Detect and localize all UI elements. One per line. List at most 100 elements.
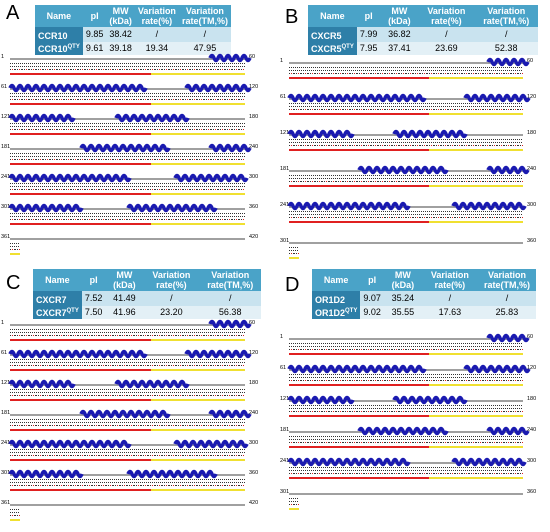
variation-bar — [10, 519, 20, 521]
col-header: Name — [312, 269, 361, 291]
sequence-text — [289, 498, 299, 499]
sequence-track — [289, 62, 523, 64]
row-start-number: 181 — [280, 166, 290, 172]
row-end-number: 120 — [527, 365, 537, 371]
row-end-number: 420 — [249, 500, 259, 506]
qty-sequence-text — [10, 455, 245, 456]
variation-rate-tm: / — [477, 291, 536, 306]
table-row: CXCR5QTY 7.95 37.41 23.69 52.38 — [308, 42, 538, 55]
helix-icon — [208, 409, 252, 419]
row-end-number: 180 — [249, 114, 259, 120]
variation-rate-tm: 56.38 — [199, 306, 261, 319]
helix-icon — [287, 457, 411, 467]
col-header: Variation rate(%) — [143, 269, 200, 291]
alignment-marks — [289, 178, 523, 179]
sequence-text — [10, 359, 245, 360]
variation-bar — [289, 508, 299, 510]
alignment-marks — [10, 482, 245, 483]
row-end-number: 300 — [249, 174, 259, 180]
helix-icon — [8, 113, 76, 123]
variation-bar — [151, 459, 245, 461]
properties-table: Name pI MW (kDa) Variation rate(%) Varia… — [33, 269, 261, 319]
variation-bar — [10, 489, 151, 491]
variation-bar — [10, 459, 151, 461]
helix-icon — [486, 165, 530, 175]
helix-icon — [486, 426, 530, 436]
mw-value: 39.18 — [106, 42, 135, 55]
helix-icon — [287, 201, 411, 211]
sequence-text — [10, 183, 245, 184]
qty-sequence-text — [10, 485, 245, 486]
row-end-number: 240 — [249, 144, 259, 150]
row-end-number: 120 — [249, 350, 259, 356]
variation-bar — [289, 113, 430, 115]
row-start-number: 301 — [1, 204, 11, 210]
alignment-marks — [10, 362, 245, 363]
variation-bar — [151, 339, 245, 341]
helix-icon — [78, 409, 171, 419]
table-row: CXCR7QTY 7.50 41.96 23.20 56.38 — [33, 306, 261, 319]
protein-name: CXCR5 — [308, 27, 357, 42]
pi-value: 9.07 — [360, 291, 384, 306]
qty-sequence-text — [289, 181, 523, 182]
row-start-number: 361 — [1, 500, 11, 506]
qty-sequence-text — [10, 335, 245, 336]
helix-icon — [114, 379, 190, 389]
qty-sequence-text — [289, 380, 523, 381]
panel-a: A Name pI MW (kDa) Variation rate(%) Var… — [0, 0, 275, 266]
col-header: Variation rate(%) — [418, 5, 475, 27]
qty-sequence-text — [289, 411, 523, 412]
sequence-text — [289, 175, 523, 176]
qty-sequence-text — [10, 189, 245, 190]
alignment-marks — [289, 439, 523, 440]
helix-icon — [78, 143, 171, 153]
variation-bar — [289, 77, 430, 79]
row-end-number: 420 — [249, 234, 259, 240]
row-start-number: 181 — [280, 427, 290, 433]
sequence-track — [289, 242, 523, 244]
alignment-marks — [10, 452, 245, 453]
helix-icon — [392, 395, 468, 405]
variation-bar — [429, 446, 523, 448]
sequence-alignment: 1 60 61 120 121 180 181 240 241 300 301 360 — [275, 266, 550, 532]
row-end-number: 300 — [249, 440, 259, 446]
qty-sequence-text — [289, 109, 523, 110]
row-end-number: 360 — [527, 489, 537, 495]
alignment-marks — [10, 512, 20, 513]
row-start-number: 301 — [1, 470, 11, 476]
properties-table: Name pI MW (kDa) Variation rate(%) Varia… — [308, 5, 538, 55]
alignment-marks — [289, 501, 299, 502]
variation-bar — [10, 163, 151, 165]
sequence-track — [10, 238, 245, 240]
sequence-text — [10, 419, 245, 420]
row-end-number: 240 — [527, 427, 537, 433]
row-end-number: 180 — [527, 130, 537, 136]
qty-sequence-text — [10, 395, 245, 396]
variation-bar — [429, 353, 523, 355]
mw-value: 41.49 — [105, 291, 144, 306]
variation-bar — [10, 369, 151, 371]
alignment-marks — [10, 332, 245, 333]
variation-bar — [289, 477, 430, 479]
qty-sequence-text — [289, 473, 523, 474]
row-start-number: 61 — [1, 350, 8, 356]
mw-value: 36.82 — [380, 27, 419, 42]
helix-icon — [208, 143, 252, 153]
row-start-number: 61 — [280, 365, 287, 371]
alignment-marks — [10, 96, 245, 97]
variation-bar — [151, 369, 245, 371]
protein-name: OR1D2 — [312, 291, 361, 306]
sequence-track — [10, 474, 245, 476]
row-start-number: 1 — [280, 58, 284, 64]
protein-name: CXCR7QTY — [33, 306, 82, 319]
qty-sequence-text — [10, 425, 245, 426]
variation-rate: 17.63 — [421, 306, 478, 319]
sequence-track — [289, 493, 523, 495]
sequence-text — [289, 467, 523, 468]
properties-table: Name pI MW (kDa) Variation rate(%) Varia… — [312, 269, 536, 319]
variation-bar — [10, 253, 20, 255]
table-row: OR1D2QTY 9.02 35.55 17.63 25.83 — [312, 306, 536, 319]
variation-bar — [151, 223, 245, 225]
row-start-number: 301 — [280, 238, 290, 244]
qty-sequence-text — [289, 349, 523, 350]
